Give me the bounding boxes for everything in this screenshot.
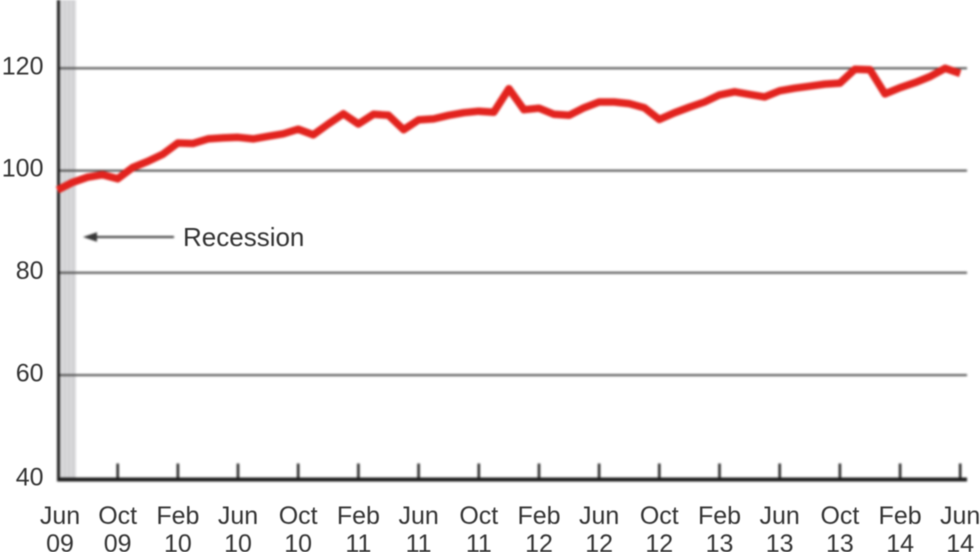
svg-text:Oct: Oct — [459, 502, 498, 530]
svg-text:Jun: Jun — [218, 502, 258, 530]
svg-text:Jun: Jun — [940, 502, 980, 530]
svg-text:14: 14 — [946, 530, 974, 552]
svg-text:Oct: Oct — [98, 502, 137, 530]
svg-text:Jun: Jun — [760, 502, 800, 530]
svg-text:12: 12 — [645, 530, 673, 552]
svg-text:Recession: Recession — [183, 222, 304, 252]
svg-text:Feb: Feb — [879, 502, 922, 530]
svg-text:14: 14 — [886, 530, 914, 552]
svg-text:13: 13 — [826, 530, 854, 552]
svg-text:Oct: Oct — [279, 502, 318, 530]
svg-text:10: 10 — [224, 530, 252, 552]
svg-text:40: 40 — [16, 464, 44, 492]
svg-text:13: 13 — [706, 530, 734, 552]
svg-text:12: 12 — [525, 530, 553, 552]
svg-text:60: 60 — [16, 360, 44, 388]
svg-text:11: 11 — [345, 530, 371, 552]
svg-text:09: 09 — [46, 530, 74, 552]
svg-text:10: 10 — [284, 530, 312, 552]
svg-text:11: 11 — [406, 530, 432, 552]
svg-text:Feb: Feb — [698, 502, 741, 530]
svg-text:13: 13 — [766, 530, 794, 552]
svg-text:Oct: Oct — [640, 502, 679, 530]
svg-text:10: 10 — [164, 530, 192, 552]
svg-text:80: 80 — [16, 257, 44, 285]
svg-text:Jun: Jun — [579, 502, 619, 530]
svg-text:12: 12 — [585, 530, 613, 552]
svg-text:Oct: Oct — [820, 502, 859, 530]
svg-text:Jun: Jun — [40, 502, 80, 530]
svg-text:Jun: Jun — [398, 502, 438, 530]
svg-text:100: 100 — [2, 155, 44, 183]
svg-text:09: 09 — [104, 530, 132, 552]
svg-text:Feb: Feb — [337, 502, 380, 530]
svg-text:Feb: Feb — [517, 502, 560, 530]
svg-text:Feb: Feb — [156, 502, 199, 530]
svg-text:120: 120 — [2, 53, 44, 81]
svg-text:11: 11 — [466, 530, 492, 552]
